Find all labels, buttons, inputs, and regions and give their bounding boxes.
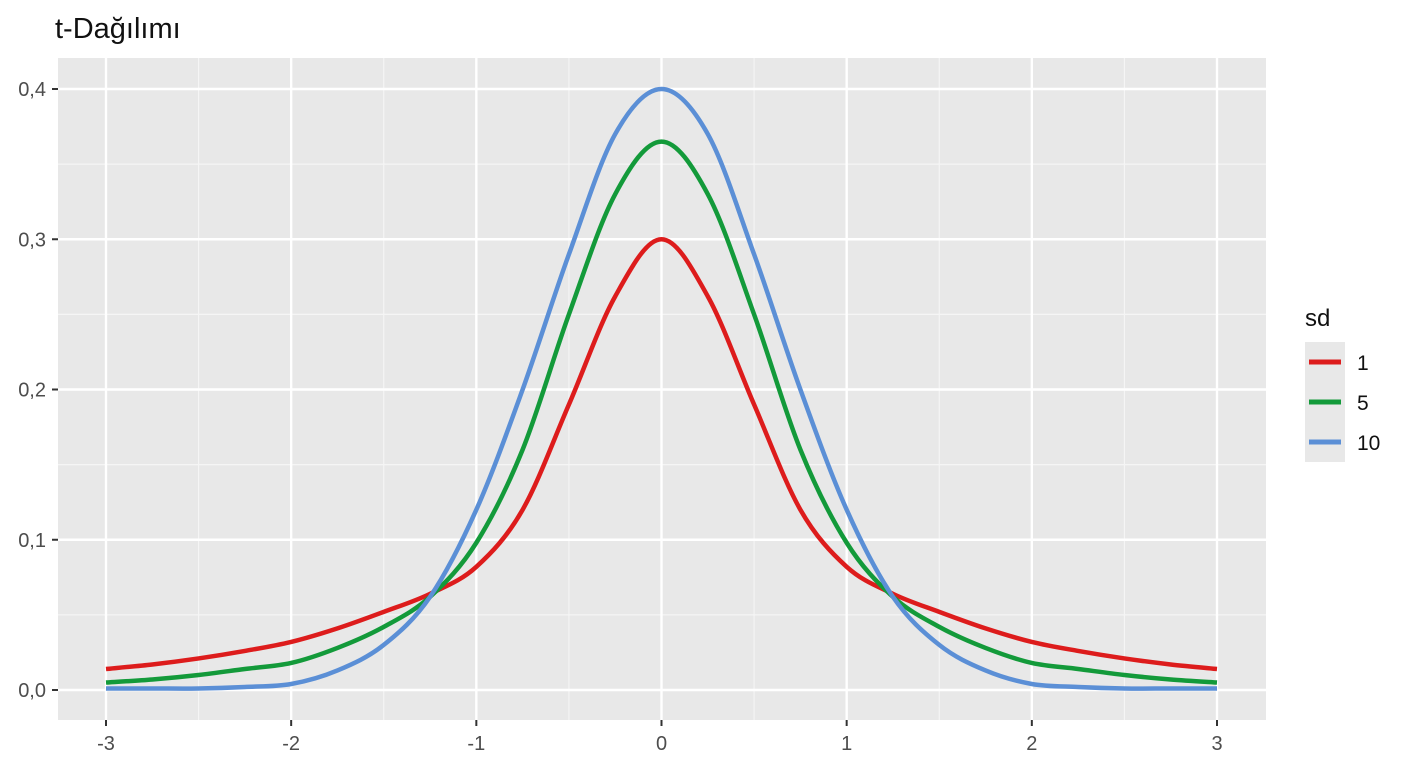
y-tick-label: 0,3 xyxy=(18,229,46,251)
y-tick-label: 0,4 xyxy=(18,79,46,101)
x-tick-label: -3 xyxy=(97,733,115,755)
chart-title: t-Dağılımı xyxy=(55,13,181,45)
legend-label-sd-5: 5 xyxy=(1357,392,1369,415)
y-tick-label: 0,2 xyxy=(18,380,46,402)
legend-label-sd-1: 1 xyxy=(1357,352,1369,375)
x-tick-label: -2 xyxy=(282,733,300,755)
x-tick-label: 0 xyxy=(656,733,667,755)
y-axis: 0,0 0,1 0,2 0,3 0,4 xyxy=(18,79,58,702)
y-tick-label: 0,1 xyxy=(18,530,46,552)
x-tick-label: 2 xyxy=(1026,733,1037,755)
series-line-sd-1 xyxy=(105,237,1218,672)
legend-label-sd-10: 10 xyxy=(1357,432,1380,455)
y-tick-label: 0,0 xyxy=(18,680,46,702)
series-line-sd-10 xyxy=(106,86,1217,691)
x-tick-label: -1 xyxy=(467,733,485,755)
legend-title: sd xyxy=(1305,305,1330,332)
series-line-sd-5 xyxy=(105,139,1218,685)
x-tick-label: 3 xyxy=(1211,733,1222,755)
x-axis: -3 -2 -1 0 1 2 3 xyxy=(97,720,1223,755)
series-lines xyxy=(105,86,1218,691)
x-tick-label: 1 xyxy=(841,733,852,755)
